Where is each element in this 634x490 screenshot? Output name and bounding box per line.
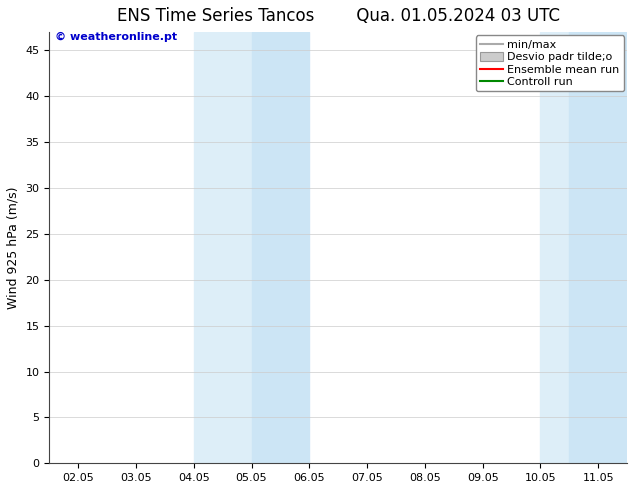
Bar xyxy=(252,32,309,464)
Legend: min/max, Desvio padr tilde;o, Ensemble mean run, Controll run: min/max, Desvio padr tilde;o, Ensemble m… xyxy=(476,35,624,92)
Bar xyxy=(540,32,569,464)
Bar xyxy=(569,32,627,464)
Bar xyxy=(194,32,252,464)
Text: © weatheronline.pt: © weatheronline.pt xyxy=(55,32,178,42)
Title: ENS Time Series Tancos        Qua. 01.05.2024 03 UTC: ENS Time Series Tancos Qua. 01.05.2024 0… xyxy=(117,7,560,25)
Y-axis label: Wind 925 hPa (m/s): Wind 925 hPa (m/s) xyxy=(7,186,20,309)
